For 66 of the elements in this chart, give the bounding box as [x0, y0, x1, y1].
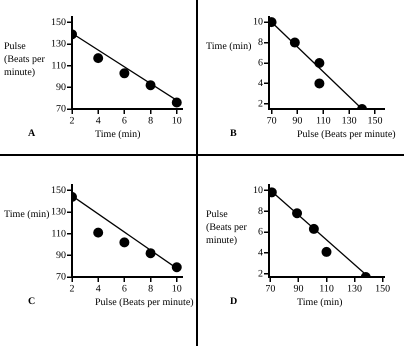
- x-tick-label: 130: [347, 284, 362, 295]
- x-tick-label: 150: [367, 116, 382, 127]
- x-tick-label: 90: [292, 116, 302, 127]
- x-tick-label: 130: [342, 116, 357, 127]
- point: [93, 53, 104, 64]
- x-axis-title: Time (min): [297, 296, 344, 309]
- x-tick-label: 2: [70, 116, 74, 127]
- text: C: [28, 296, 36, 307]
- point: [172, 262, 182, 272]
- y-tick-label: 6: [258, 58, 263, 69]
- text: B: [230, 128, 237, 139]
- point: [314, 78, 324, 88]
- y-tick-label: 10: [253, 16, 263, 28]
- x-tick-label: 10: [172, 284, 182, 295]
- x-tick-label: 8: [148, 116, 154, 127]
- y-axis-title: Time (min): [4, 208, 50, 221]
- point: [146, 248, 156, 258]
- y-tick-label: 150: [51, 185, 66, 196]
- x-tick-label: 90: [293, 284, 304, 295]
- y-tick-label: 150: [51, 17, 66, 28]
- text: A: [28, 128, 36, 139]
- x-axis-title: Pulse (Beats per minute): [95, 296, 195, 309]
- y-tick-label: 8: [258, 206, 263, 217]
- x-tick-label: 70: [265, 284, 276, 295]
- point: [146, 80, 156, 90]
- x-tick-label: 10: [172, 116, 182, 127]
- y-tick-label: 90: [56, 82, 66, 93]
- y-tick-label: 110: [51, 60, 66, 72]
- y-tick-label: 4: [258, 248, 263, 259]
- x-tick-label: 4: [96, 284, 101, 295]
- x-tick-label: 150: [375, 284, 390, 295]
- y-tick-label: 70: [56, 104, 66, 115]
- x-tick-label: 70: [266, 116, 277, 127]
- y-tick-label: 110: [51, 228, 66, 240]
- y-tick-label: 130: [51, 206, 66, 218]
- x-tick-label: 4: [96, 116, 101, 127]
- point: [322, 246, 332, 257]
- x-tick-label: 110: [319, 284, 334, 295]
- x-tick-label: 110: [316, 116, 331, 127]
- y-axis-title: Pulse (Beats per minute): [4, 40, 46, 79]
- text: D: [230, 296, 238, 307]
- y-tick-label: 70: [56, 272, 66, 283]
- y-tick-label: 6: [258, 226, 263, 238]
- x-tick-label: 8: [148, 284, 154, 295]
- y-tick-label: 2: [258, 98, 263, 110]
- point: [308, 224, 319, 234]
- x-tick-label: 2: [70, 284, 74, 295]
- y-tick-label: 90: [56, 250, 66, 261]
- y-axis-title: Time (min): [206, 40, 252, 53]
- point: [172, 98, 182, 108]
- point: [290, 38, 300, 48]
- y-tick-label: 130: [51, 38, 66, 50]
- point: [314, 58, 324, 68]
- x-axis-title: Pulse (Beats per minute): [297, 128, 397, 141]
- x-tick-label: 6: [122, 284, 127, 295]
- point: [119, 68, 130, 78]
- y-tick-label: 8: [258, 37, 263, 48]
- y-axis-title: Pulse (Beats per minute): [206, 208, 248, 247]
- y-tick-label: 2: [258, 268, 263, 280]
- y-tick-label: 4: [258, 78, 263, 90]
- y-tick-label: 10: [253, 184, 263, 196]
- point: [93, 228, 104, 238]
- point: [119, 237, 130, 248]
- x-tick-label: 6: [122, 116, 127, 127]
- point: [292, 208, 302, 218]
- x-axis-title: Time (min): [95, 128, 142, 141]
